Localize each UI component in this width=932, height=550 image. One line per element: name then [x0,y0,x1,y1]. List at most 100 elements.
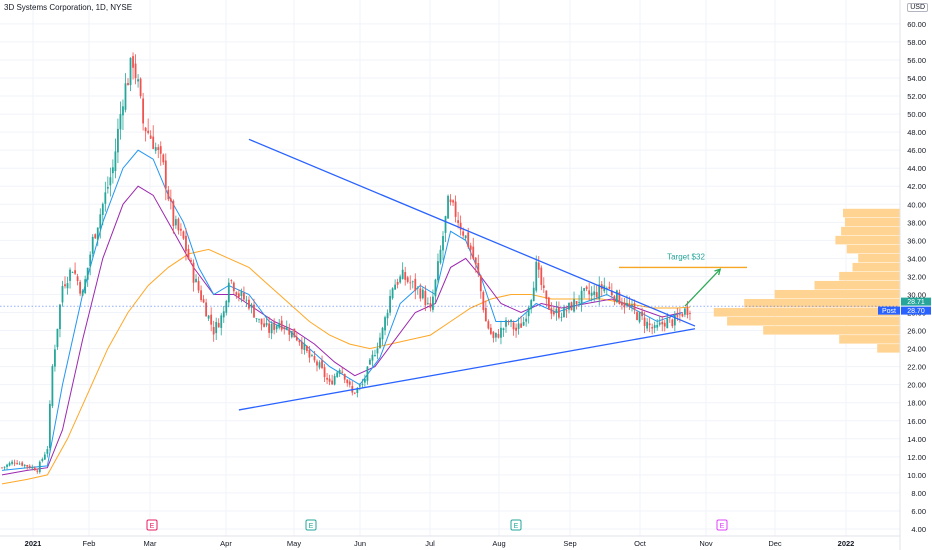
candle-body [74,270,76,274]
candle-body [361,384,364,385]
candle-body [419,288,422,299]
y-tick-label: 52.00 [907,92,926,101]
candle-body [16,463,19,465]
candle-body [84,279,87,294]
candle-body [439,249,442,263]
y-tick-label: 20.00 [907,381,926,390]
candle-body [13,462,16,464]
candle-body [76,276,79,282]
volume-profile-bar [839,335,900,344]
candle-body [676,315,679,317]
candle-body [386,312,389,319]
candle-body [311,355,313,356]
y-tick-label: 26.00 [907,327,926,336]
candle-body [260,318,263,325]
candle-body [608,286,611,289]
event-marker[interactable]: E [146,519,158,531]
candle-body [323,367,326,378]
candle-body [484,307,487,322]
ma-fast-line [1,149,683,471]
candle-body [558,307,560,318]
candle-body [192,262,195,283]
x-tick-label: Jul [425,539,435,548]
candle-body [643,317,646,326]
candle-body [661,321,664,325]
candle-body [396,281,399,285]
candle-body [444,216,447,233]
candle-body [99,214,102,229]
candle-body [585,286,588,290]
candle-body [487,321,490,329]
candle-body [636,312,638,320]
candle-body [686,307,689,315]
x-tick-label: 2021 [25,539,42,548]
event-marker[interactable]: E [716,519,728,531]
currency-label[interactable]: USD [907,3,928,12]
candle-body [497,334,500,338]
candle-body [626,303,628,306]
candle-body [79,281,82,294]
candle-body [288,329,291,335]
candle-body [117,128,119,153]
target-label: Target $32 [667,252,705,261]
candle-body [129,57,132,86]
candle-body [658,322,661,325]
price-axis[interactable]: 4.00 6.00 8.00 10.00 12.00 14.00 16.00 18.00 20.… [899,0,926,550]
candle-body [482,291,485,311]
candle-body [348,381,351,385]
candle-body [258,318,260,320]
x-tick-label: Jun [354,539,366,548]
candle-body [653,325,656,328]
candle-body [338,370,341,374]
candle-body [560,316,563,318]
candle-body [449,199,452,203]
candle-body [479,275,482,292]
candle-body [71,272,74,274]
candle-body [43,454,46,460]
candle-body [595,292,598,298]
candle-body [421,289,424,299]
candle-body [520,323,523,328]
candle-body [621,301,623,306]
candle-body [638,312,641,322]
post-label-box [878,306,900,315]
candle-body [452,200,454,203]
candle-body [295,337,298,341]
candle-body [89,254,92,267]
projection-arrow-head [714,268,722,276]
candle-body [127,83,129,86]
candle-body [270,324,273,334]
y-tick-label: 44.00 [907,164,926,173]
candle-body [212,327,215,335]
time-axis[interactable]: 2021 Feb Mar Apr May Jun Jul Aug Sep Oct Nov Dec 202… [0,535,900,548]
chart-drawings[interactable]: Target $32 [0,138,900,411]
candle-body [134,63,137,79]
y-tick-label: 10.00 [907,471,926,480]
candle-body [298,340,301,343]
candle-body [663,322,666,327]
candle-body [583,288,586,291]
candle-body [66,283,69,289]
candle-body [532,287,535,302]
event-marker[interactable]: E [305,519,317,531]
event-marker-label: E [309,523,314,530]
candle-body [227,282,230,303]
candle-body [575,301,578,304]
price-labels: 28.71 Post 28.70 [878,297,931,315]
candle-body [185,235,187,252]
candle-body [489,327,492,334]
volume-profile-bar [713,308,900,317]
candle-body [414,278,417,291]
event-marker-box [146,519,158,531]
y-tick-label: 6.00 [911,507,926,516]
candle-body [104,192,107,204]
y-tick-label: 16.00 [907,417,926,426]
candle-body [500,327,502,338]
y-tick-label: 34.00 [907,254,926,263]
candle-body [48,403,51,448]
candle-body [154,147,157,151]
candle-body [275,325,278,330]
event-marker[interactable]: E [510,519,522,531]
